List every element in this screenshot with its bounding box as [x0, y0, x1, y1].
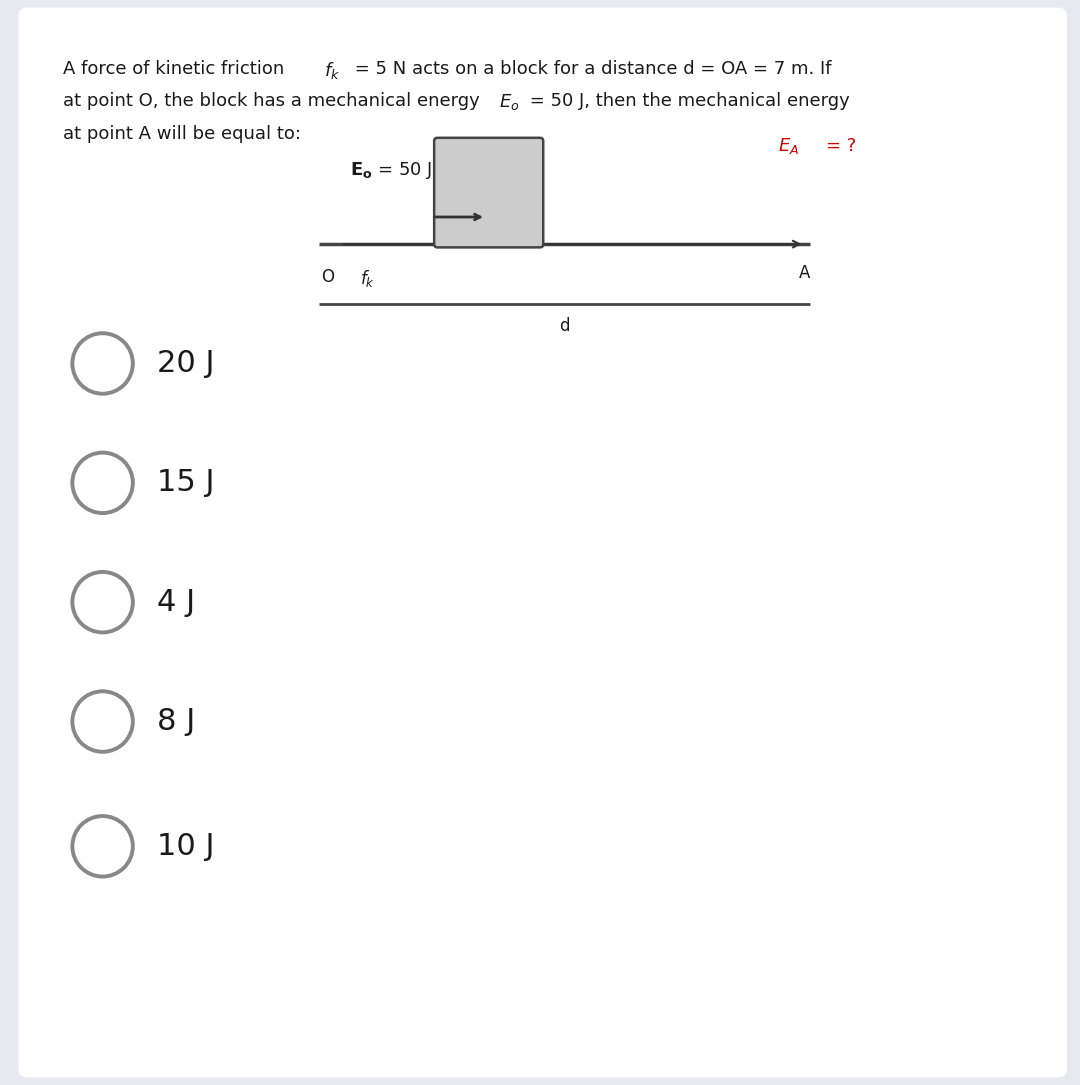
Text: at point A will be equal to:: at point A will be equal to: [63, 125, 300, 143]
Text: 20 J: 20 J [157, 349, 214, 378]
FancyBboxPatch shape [434, 138, 543, 247]
Text: A force of kinetic friction: A force of kinetic friction [63, 60, 289, 78]
Text: 4 J: 4 J [157, 588, 194, 616]
Text: $f_k$: $f_k$ [360, 268, 375, 289]
Text: = ?: = ? [826, 138, 856, 155]
Text: 8 J: 8 J [157, 707, 194, 736]
Text: O: O [321, 268, 334, 286]
Text: $\mathbf{E_o}$ = 50 J: $\mathbf{E_o}$ = 50 J [350, 159, 432, 181]
Text: $f_k$: $f_k$ [324, 60, 340, 80]
Text: 15 J: 15 J [157, 469, 214, 497]
Text: $\mathit{E_A}$: $\mathit{E_A}$ [778, 137, 799, 156]
Text: at point O, the block has a mechanical energy: at point O, the block has a mechanical e… [63, 92, 485, 111]
Text: d: d [559, 317, 569, 335]
Text: $E_o$: $E_o$ [499, 92, 519, 112]
Text: = 50 J, then the mechanical energy: = 50 J, then the mechanical energy [524, 92, 850, 111]
Text: 10 J: 10 J [157, 832, 214, 860]
Text: A: A [799, 264, 810, 282]
Text: = 5 N acts on a block for a distance d = OA = 7 m. If: = 5 N acts on a block for a distance d =… [349, 60, 832, 78]
